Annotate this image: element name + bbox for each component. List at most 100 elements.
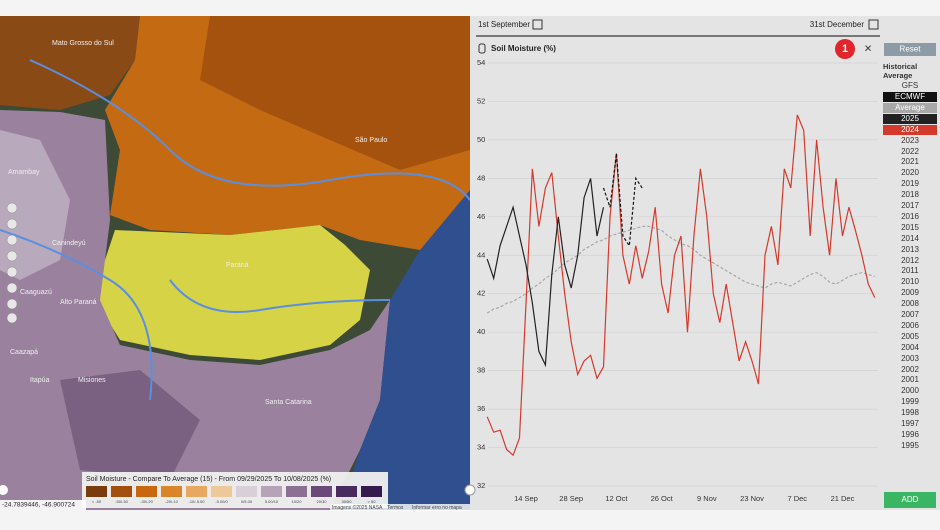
attribution[interactable]: Informar erro no mapa xyxy=(412,505,462,511)
legend-swatch xyxy=(261,486,282,497)
map[interactable]: Mato Grosso do Sul São Paulo Paraná Sant… xyxy=(0,16,471,511)
legend-swatch-label: < -50 xyxy=(92,499,102,504)
legend-swatch xyxy=(286,486,307,497)
sidebar-item[interactable]: 2005 xyxy=(901,331,919,341)
y-tick-label: 44 xyxy=(477,250,485,259)
attribution[interactable]: Termos xyxy=(387,505,404,511)
sidebar-item[interactable]: ECMWF xyxy=(883,92,937,102)
close-button[interactable]: × xyxy=(864,40,872,55)
legend-swatch xyxy=(136,486,157,497)
calendar-icon[interactable] xyxy=(532,19,543,30)
sidebar-item[interactable]: 2003 xyxy=(901,353,919,363)
sidebar-heading: Historical Average xyxy=(883,62,918,80)
series-line xyxy=(602,153,643,248)
sidebar-item[interactable]: 2023 xyxy=(901,135,919,145)
sidebar-item[interactable]: 2020 xyxy=(901,168,919,178)
sidebar-item[interactable]: 2015 xyxy=(901,222,919,232)
date-end[interactable]: 31st December xyxy=(810,20,865,29)
legend-swatch xyxy=(161,486,182,497)
y-tick-label: 52 xyxy=(477,96,485,105)
river xyxy=(0,59,471,401)
attribution: Imagens ©2025 NASA xyxy=(332,504,383,511)
map-label: Santa Catarina xyxy=(265,399,312,406)
sidebar-item[interactable]: 1999 xyxy=(901,397,919,407)
ocean xyxy=(340,190,470,510)
x-tick-label: 12 Oct xyxy=(605,494,628,503)
date-start[interactable]: 1st September xyxy=(478,20,530,29)
sidebar-item[interactable]: 2007 xyxy=(901,310,919,319)
legend-swatch xyxy=(236,486,257,497)
map-tool[interactable] xyxy=(6,282,18,294)
sidebar-item[interactable]: 2021 xyxy=(901,157,919,167)
sidebar-item[interactable]: 2024 xyxy=(883,124,937,135)
y-tick-label: 48 xyxy=(477,173,485,182)
sidebar-item[interactable]: 2022 xyxy=(901,146,919,156)
map-label: Canindeyú xyxy=(52,240,86,247)
sidebar-item[interactable]: 2014 xyxy=(901,233,919,243)
map-tool[interactable] xyxy=(6,218,18,230)
x-tick-label: 9 Nov xyxy=(697,494,717,503)
sidebar-item[interactable]: 2000 xyxy=(901,386,919,396)
collapse-handle[interactable] xyxy=(464,484,476,496)
map-label: Itapúa xyxy=(30,377,50,384)
map-tool[interactable] xyxy=(6,202,18,214)
map-label: São Paulo xyxy=(355,137,387,144)
sidebar-item[interactable]: 2013 xyxy=(901,244,919,254)
sidebar-item[interactable]: 2001 xyxy=(901,375,919,385)
y-tick-label: 54 xyxy=(477,58,485,67)
map-label: Misiones xyxy=(78,377,106,384)
sidebar-item[interactable]: 2009 xyxy=(901,288,919,298)
add-button[interactable] xyxy=(884,492,936,508)
map-label: Amambay xyxy=(8,169,40,176)
reset-button[interactable] xyxy=(884,43,936,56)
legend-swatch xyxy=(311,486,332,497)
sidebar-item[interactable]: 1996 xyxy=(901,429,919,439)
y-tick-label: 50 xyxy=(477,135,485,144)
map-tool[interactable] xyxy=(6,266,18,278)
y-tick-label: 40 xyxy=(477,327,485,336)
sidebar-item[interactable]: 2019 xyxy=(901,179,919,189)
map-tool[interactable] xyxy=(6,298,18,310)
legend-swatch xyxy=(86,486,107,497)
reset-label[interactable]: Reset xyxy=(900,45,922,54)
legend-swatch xyxy=(186,486,207,497)
chart-icon xyxy=(478,43,486,54)
map-tool[interactable] xyxy=(6,250,18,262)
x-tick-label: 7 Dec xyxy=(787,494,807,503)
sidebar-item[interactable]: 2006 xyxy=(901,320,919,330)
sidebar-item[interactable]: 1998 xyxy=(901,408,919,418)
sidebar-item[interactable]: 1995 xyxy=(901,440,919,450)
x-tick-label: 26 Oct xyxy=(651,494,674,503)
legend-swatch-label: -5.00/0 xyxy=(215,499,228,504)
add-label[interactable]: ADD xyxy=(902,495,919,504)
sidebar-item[interactable]: 2002 xyxy=(901,364,919,374)
sidebar-item[interactable]: 2016 xyxy=(901,211,919,221)
sidebar-item[interactable]: 2010 xyxy=(901,277,919,287)
y-tick-label: 46 xyxy=(477,212,485,221)
map-label: Alto Paraná xyxy=(60,299,97,306)
sidebar-item[interactable]: 2011 xyxy=(901,266,919,276)
sidebar-item[interactable]: 1997 xyxy=(901,419,919,428)
legend-swatch-label: -50/-30 xyxy=(115,499,128,504)
chart-panel xyxy=(470,16,940,510)
legend-swatch-label: 10/20 xyxy=(291,499,302,504)
calendar-icon[interactable] xyxy=(868,19,879,30)
sidebar-item[interactable]: Average xyxy=(883,102,937,113)
sidebar-item[interactable]: 2004 xyxy=(901,342,919,352)
sidebar-item[interactable]: 2017 xyxy=(901,201,919,210)
sidebar-item[interactable]: GFS xyxy=(901,81,919,90)
sidebar-item[interactable]: 2018 xyxy=(901,190,919,200)
sidebar-item[interactable]: 2012 xyxy=(901,255,919,265)
collapse-handle[interactable] xyxy=(0,485,8,495)
region xyxy=(60,370,200,480)
coordinates: -24.7839446, -46.900724 xyxy=(2,502,75,509)
legend-swatch xyxy=(336,486,357,497)
map-tool[interactable] xyxy=(6,234,18,246)
map-legend-title: Soil Moisture - Compare To Average (15) … xyxy=(86,476,331,483)
sidebar-item[interactable]: 2008 xyxy=(901,299,919,309)
map-tool[interactable] xyxy=(6,312,18,324)
sidebar-item[interactable]: 2025 xyxy=(883,113,937,124)
legend-swatch-label: -30/-20 xyxy=(140,499,153,504)
x-tick-label: 21 Dec xyxy=(831,494,855,503)
